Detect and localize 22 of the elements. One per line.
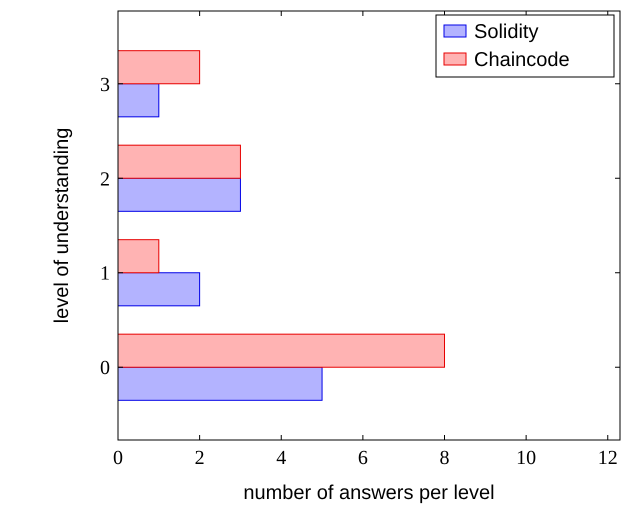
y-tick-label: 0 bbox=[100, 357, 110, 380]
bar bbox=[118, 50, 200, 84]
x-tick-label: 2 bbox=[194, 447, 205, 469]
bar bbox=[118, 366, 323, 401]
bar bbox=[118, 83, 160, 118]
bar bbox=[118, 144, 241, 179]
legend-label: Solidity bbox=[474, 21, 538, 43]
y-tick-label: 2 bbox=[100, 168, 110, 190]
y-tick-label: 1 bbox=[100, 262, 110, 285]
legend-label: Chaincode bbox=[474, 49, 570, 71]
x-tick-label: 6 bbox=[358, 447, 368, 469]
bar bbox=[118, 178, 241, 212]
x-axis-title: number of answers per level bbox=[243, 482, 495, 504]
x-tick-label: 8 bbox=[440, 447, 450, 469]
bar bbox=[118, 239, 160, 274]
y-axis-title: level of understanding bbox=[51, 128, 73, 324]
x-tick-label: 10 bbox=[516, 447, 536, 469]
x-tick-label: 12 bbox=[598, 447, 618, 469]
y-tick-label: 3 bbox=[100, 74, 110, 96]
bar bbox=[118, 334, 446, 368]
bar bbox=[118, 272, 200, 306]
x-tick-label: 4 bbox=[276, 447, 286, 469]
